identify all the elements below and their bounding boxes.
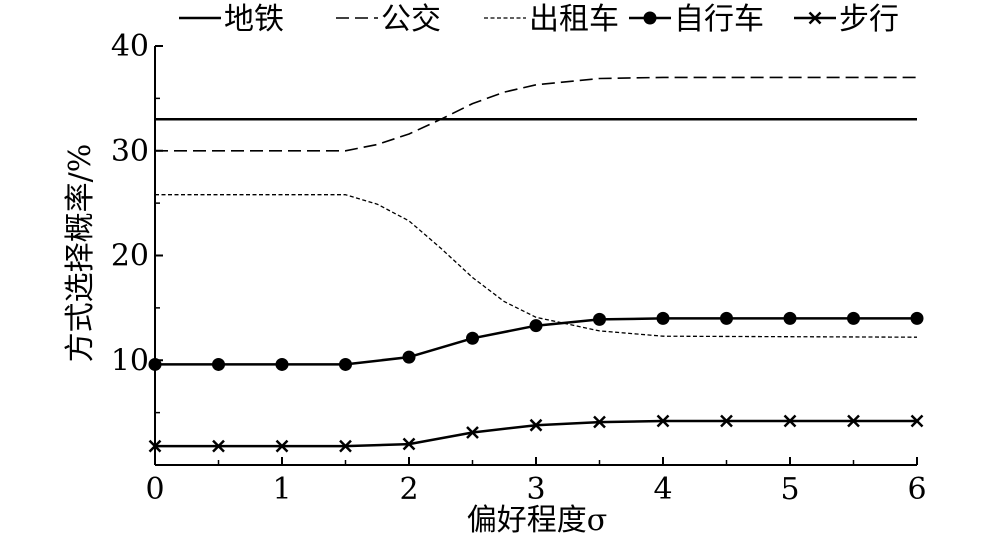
series-layer	[148, 76, 924, 453]
legend-3-point	[643, 11, 657, 25]
cross-stroke	[656, 414, 670, 428]
cross-stroke	[339, 439, 352, 453]
series-4-point	[720, 414, 733, 428]
series-4-point	[339, 439, 352, 453]
legend-label-3: 自行车	[674, 2, 764, 37]
cross-stroke	[910, 414, 924, 428]
y-tick-label: 40	[111, 29, 149, 64]
series-4-point	[847, 414, 860, 428]
series-4-point	[783, 414, 797, 428]
series-3-point	[529, 319, 543, 333]
cross-stroke	[808, 11, 822, 25]
series-3-point	[275, 357, 289, 371]
x-tick-label: 2	[399, 472, 418, 507]
series-line-2	[155, 194, 918, 338]
series-4-point	[593, 415, 606, 429]
ticks-layer: 0 1 2 3 4 5 6 10 20 30 40	[111, 29, 927, 507]
legend-label-4: 步行	[839, 2, 899, 37]
series-4-point	[466, 426, 479, 439]
x-axis-title: 偏好程度σ	[467, 503, 607, 538]
series-4-point	[402, 437, 416, 451]
x-tick-label: 3	[526, 472, 545, 507]
series-4-point	[212, 439, 225, 453]
series-3-point	[656, 311, 670, 325]
legend-label-0: 地铁	[224, 2, 284, 37]
y-tick-label: 20	[111, 239, 149, 274]
cross-stroke	[212, 439, 225, 453]
x-tick-label: 4	[653, 472, 672, 507]
cross-stroke	[720, 414, 733, 428]
x-tick-label: 0	[145, 472, 164, 507]
series-3-point	[783, 311, 797, 325]
x-tick-label: 5	[780, 472, 799, 507]
series-3-point	[593, 312, 606, 326]
cross-stroke	[847, 414, 860, 428]
series-3-point	[339, 357, 352, 371]
cross-stroke	[275, 439, 289, 453]
series-4-point	[529, 418, 543, 432]
cross-stroke	[466, 426, 479, 439]
series-3-point	[402, 350, 416, 364]
series-3-point	[847, 311, 860, 325]
y-axis-title: 方式选择概率/%	[63, 144, 98, 363]
legend-label-1: 公交	[381, 2, 441, 37]
x-tick-label: 6	[907, 472, 926, 507]
cross-stroke	[402, 437, 416, 451]
axes-layer	[154, 46, 917, 466]
cross-stroke	[593, 415, 606, 429]
series-4-point	[910, 414, 924, 428]
series-3-point	[720, 311, 733, 325]
legend-label-2: 出租车	[529, 2, 619, 37]
y-tick-label: 10	[111, 343, 149, 378]
series-3-point	[212, 357, 225, 371]
y-tick-label: 30	[111, 134, 149, 169]
series-4-point	[656, 414, 670, 428]
series-3-point	[466, 331, 479, 345]
series-4-point	[275, 439, 289, 453]
legend-4-point	[808, 11, 822, 25]
series-3-point	[910, 311, 924, 325]
cross-stroke	[783, 414, 797, 428]
legend-layer: 地铁 公交 出租车 自行车 步行	[179, 2, 899, 37]
x-tick-label: 1	[272, 472, 291, 507]
series-line-1	[155, 76, 917, 152]
cross-stroke	[529, 418, 543, 432]
